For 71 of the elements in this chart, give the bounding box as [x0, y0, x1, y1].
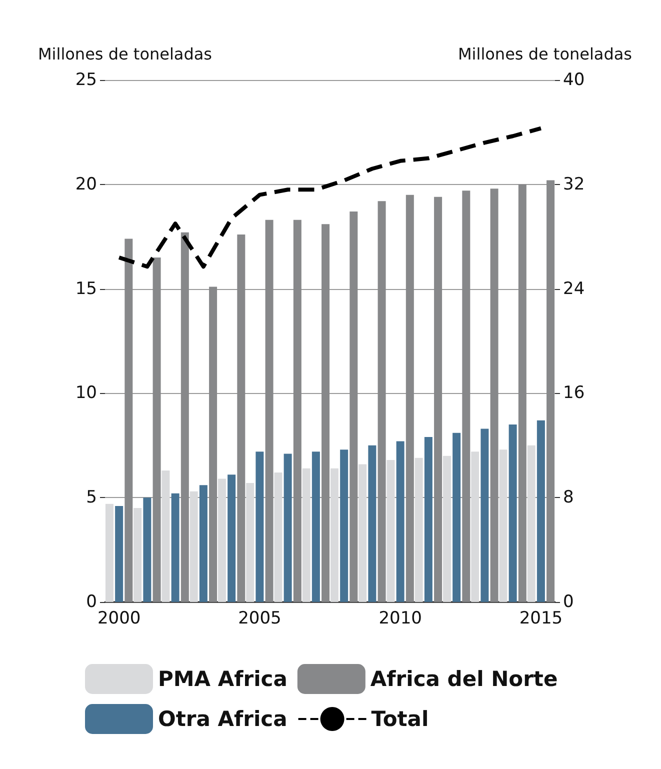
bar — [518, 184, 526, 602]
line-series — [117, 126, 543, 269]
bar — [330, 468, 338, 602]
bar — [124, 238, 133, 602]
bar — [293, 220, 302, 602]
bar — [442, 456, 451, 602]
bar — [434, 196, 442, 602]
y2-tick-label: 40 — [563, 70, 585, 90]
bar — [424, 437, 432, 602]
bar — [490, 188, 498, 602]
bar — [414, 458, 423, 602]
bar — [452, 432, 461, 602]
bar — [499, 450, 508, 602]
y-tick-label: 5 — [86, 488, 97, 508]
y-tick-label: 0 — [86, 592, 97, 612]
bar — [256, 452, 264, 602]
bar — [134, 508, 142, 602]
x-tick-label: 2000 — [97, 608, 141, 628]
bar — [386, 460, 395, 602]
bar — [171, 493, 180, 602]
bar — [368, 445, 376, 602]
legend-label: Total — [371, 707, 429, 731]
bar — [115, 506, 124, 602]
bar — [350, 212, 358, 602]
bar — [406, 194, 414, 602]
x-tick-label: 2015 — [519, 608, 563, 628]
bar — [378, 201, 386, 602]
y2-tick-label: 0 — [563, 592, 574, 612]
bar — [462, 190, 470, 602]
bar — [199, 485, 208, 602]
bar — [480, 428, 489, 602]
bar — [152, 257, 161, 602]
bar — [536, 420, 545, 602]
bar — [105, 504, 114, 602]
y-axis-title: Millones de toneladas — [38, 44, 212, 64]
bar — [546, 180, 555, 602]
bar — [322, 224, 330, 602]
y2-tick-label: 16 — [563, 383, 585, 404]
bar — [265, 220, 274, 602]
bar — [209, 286, 218, 602]
bar — [237, 234, 246, 602]
bar — [471, 452, 480, 602]
bar — [246, 482, 254, 602]
x-tick-label: 2005 — [238, 608, 282, 628]
bar — [162, 470, 170, 602]
bar — [218, 478, 226, 602]
bar — [340, 450, 348, 602]
y2-tick-label: 32 — [563, 174, 585, 194]
bar — [302, 468, 310, 602]
bar — [228, 474, 236, 602]
bar — [527, 445, 536, 602]
bar — [190, 491, 198, 602]
bar — [396, 441, 404, 602]
bar — [180, 232, 189, 602]
y-tick-label: 25 — [75, 70, 97, 90]
y-tick-label: 20 — [75, 174, 97, 194]
bar — [274, 472, 282, 602]
x-tick-label: 2010 — [378, 608, 422, 628]
bar — [358, 464, 367, 602]
bar — [143, 498, 152, 602]
legend-label: Otra Africa — [158, 707, 288, 731]
bar — [284, 454, 292, 602]
y2-tick-label: 24 — [563, 278, 585, 299]
bar — [508, 424, 517, 602]
y2-tick-label: 8 — [563, 488, 574, 508]
bar — [312, 452, 320, 602]
legend-label: Africa del Norte — [370, 667, 558, 691]
y2-axis-title: Millones de toneladas — [458, 44, 632, 64]
y-tick-label: 10 — [75, 383, 97, 404]
legend-label: PMA Africa — [158, 667, 288, 691]
y-tick-label: 15 — [75, 278, 97, 299]
